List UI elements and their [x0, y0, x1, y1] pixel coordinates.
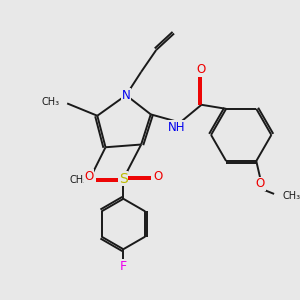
Text: O: O [256, 177, 265, 190]
Text: O: O [197, 64, 206, 76]
Text: F: F [120, 260, 127, 273]
Text: CH₃: CH₃ [282, 191, 300, 201]
Text: CH₃: CH₃ [41, 97, 59, 107]
Text: CH₃: CH₃ [70, 175, 88, 184]
Text: S: S [119, 172, 128, 186]
Text: O: O [153, 170, 162, 183]
Text: O: O [85, 170, 94, 183]
Text: NH: NH [168, 121, 185, 134]
Text: N: N [122, 89, 130, 102]
